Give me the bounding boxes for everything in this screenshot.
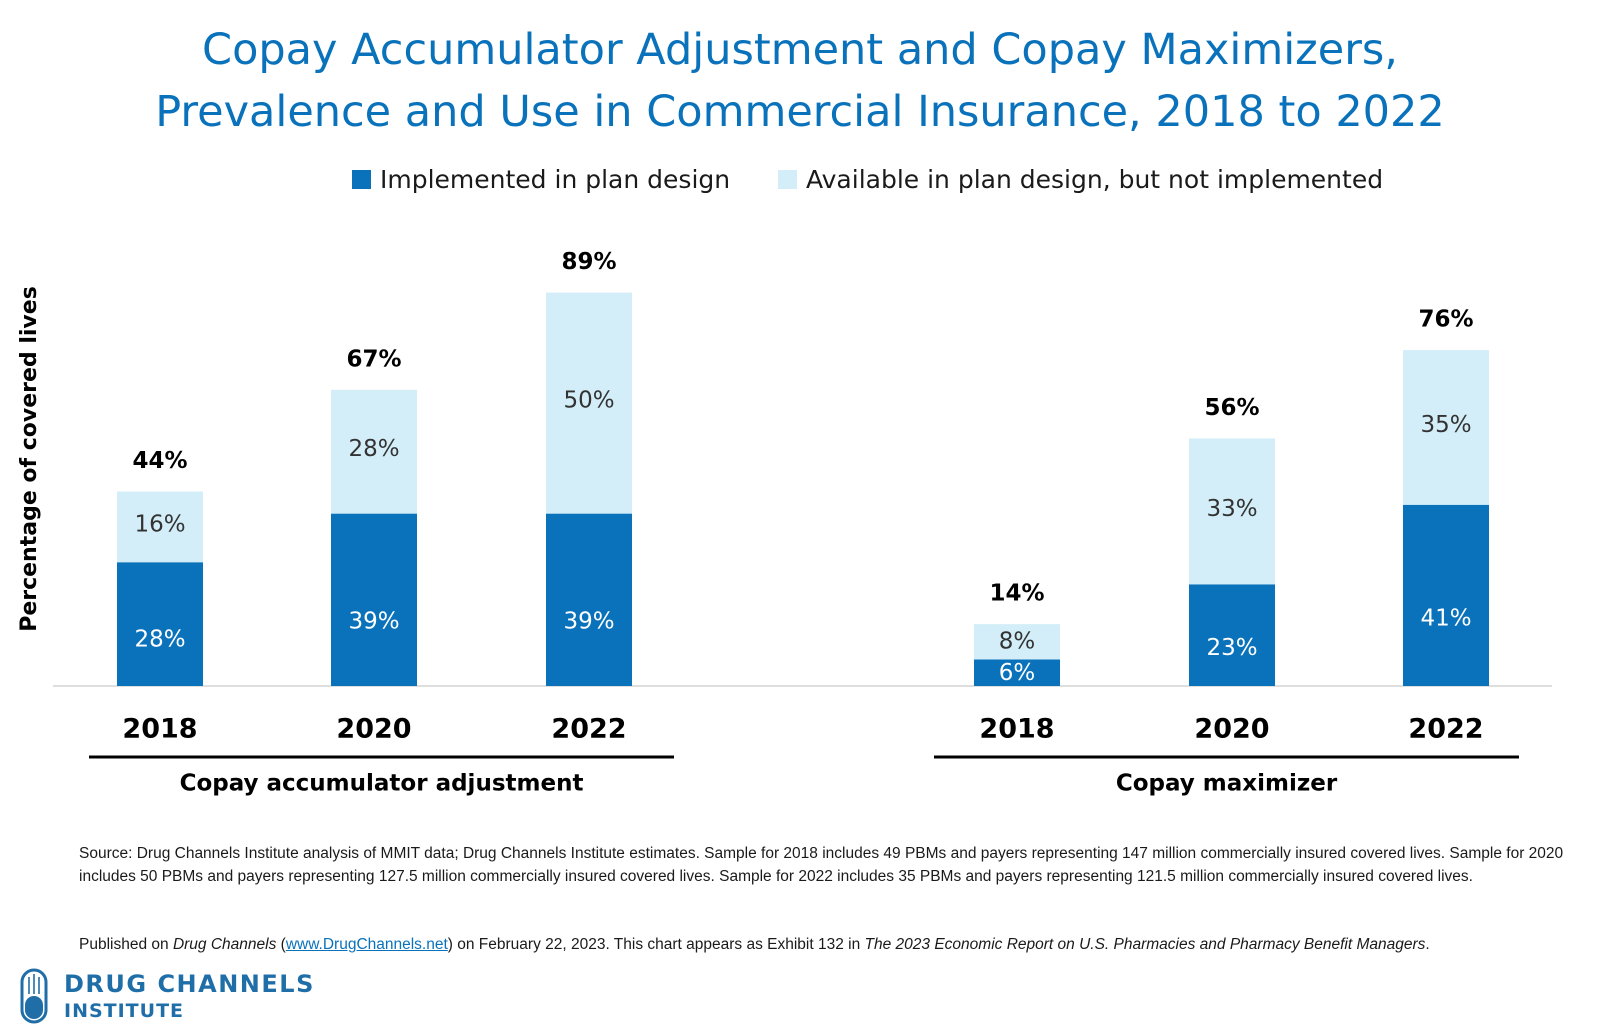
bar-available-1-2020 [1189, 438, 1275, 585]
data-label-implemented: 23% [1206, 635, 1257, 661]
x-tick-label: 2020 [1194, 714, 1269, 745]
logo-text-line-2: INSTITUTE [64, 1000, 185, 1022]
bar-available-1-2018 [974, 624, 1060, 660]
legend-item-available: Available in plan design, but not implem… [778, 162, 1383, 196]
bar-implemented-1-2022 [1403, 504, 1489, 686]
y-axis-label: Percentage of covered lives [17, 286, 42, 632]
data-label-total: 76% [1418, 307, 1473, 333]
drugchannels-link[interactable]: www.DrugChannels.net [285, 936, 448, 953]
data-label-implemented: 6% [999, 660, 1036, 686]
bar-available-0-2020 [331, 389, 417, 514]
source-note: Source: Drug Channels Institute analysis… [79, 845, 1564, 885]
group-label: Copay maximizer [1116, 771, 1338, 797]
x-tick-label: 2018 [122, 714, 197, 745]
legend-label-available: Available in plan design, but not implem… [806, 164, 1384, 194]
data-label-available: 33% [1206, 496, 1257, 522]
published-site: Drug Channels [172, 936, 277, 953]
data-label-available: 35% [1420, 412, 1471, 438]
data-label-total: 14% [989, 581, 1044, 607]
logo-text-line-1: DRUG CHANNELS [64, 970, 315, 998]
group-label: Copay accumulator adjustment [180, 771, 584, 797]
data-label-available: 50% [563, 388, 614, 414]
capsule-icon [20, 968, 48, 1024]
data-label-total: 67% [346, 346, 401, 372]
bar-available-1-2022 [1403, 350, 1489, 505]
data-label-available: 16% [134, 511, 185, 537]
x-tick-label: 2022 [551, 714, 626, 745]
bar-implemented-0-2022 [546, 513, 632, 686]
data-label-implemented: 41% [1420, 605, 1471, 631]
x-tick-label: 2020 [336, 714, 411, 745]
bar-available-0-2018 [117, 491, 203, 563]
legend-item-implemented: Implemented in plan design [352, 162, 730, 196]
stacked-bar-chart: Percentage of covered lives 28% 16% 44% 2018… [17, 249, 1552, 797]
bar-implemented-0-2018 [117, 562, 203, 686]
data-label-available: 28% [348, 436, 399, 462]
legend-swatch-available [778, 169, 797, 189]
x-tick-label: 2018 [979, 714, 1054, 745]
data-label-available: 8% [999, 628, 1036, 654]
data-label-total: 44% [132, 448, 187, 474]
bar-implemented-1-2018 [974, 659, 1060, 686]
x-tick-label: 2022 [1408, 714, 1483, 745]
legend-label-implemented: Implemented in plan design [380, 164, 731, 194]
data-label-total: 56% [1204, 395, 1259, 421]
published-end: . [1425, 936, 1430, 953]
published-note: Published on Drug Channels (www.DrugChan… [79, 933, 1569, 956]
bar-implemented-0-2020 [331, 513, 417, 686]
published-prefix: Published on [79, 936, 173, 953]
bar-implemented-1-2020 [1189, 584, 1275, 686]
published-open: ( [276, 936, 286, 953]
data-label-implemented: 39% [348, 609, 399, 635]
published-mid: ) on February 22, 2023. This chart appea… [447, 936, 865, 953]
drug-channels-logo: DRUG CHANNELS INSTITUTE [20, 968, 313, 1024]
data-label-total: 89% [561, 249, 616, 275]
data-label-implemented: 28% [134, 627, 185, 653]
published-report: The 2023 Economic Report on U.S. Pharmac… [864, 936, 1426, 953]
chart-title-line-2: Prevalence and Use in Commercial Insuran… [155, 87, 1445, 137]
chart-title-line-1: Copay Accumulator Adjustment and Copay M… [202, 25, 1398, 75]
bar-available-0-2022 [546, 292, 632, 514]
legend-swatch-implemented [352, 169, 371, 189]
data-label-implemented: 39% [563, 609, 614, 635]
